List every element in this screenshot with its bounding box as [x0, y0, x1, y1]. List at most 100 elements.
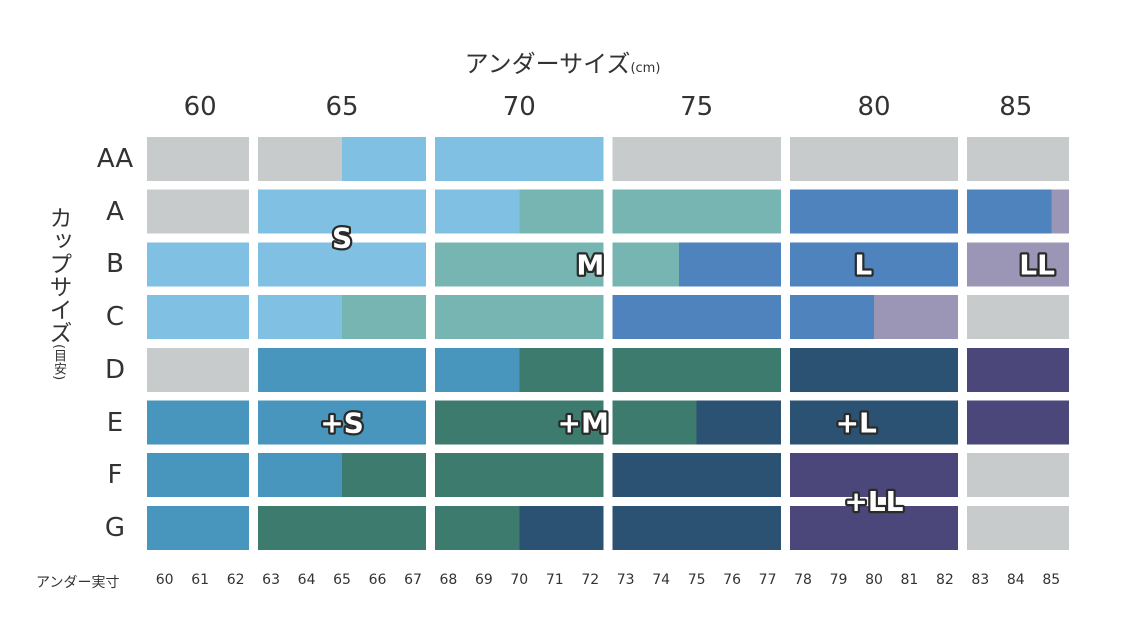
cell-D-2: [435, 347, 520, 392]
cell-E-2: [435, 400, 604, 445]
x-tick-label: 67: [404, 572, 422, 588]
cell-AA-5: [789, 137, 959, 181]
cell-F-2: [342, 453, 427, 498]
x-tick-label: 78: [794, 572, 812, 588]
cup-label: G: [104, 512, 126, 543]
cell-G-6: [967, 505, 1069, 550]
cup-label: D: [104, 354, 126, 385]
x-tick-label: 71: [545, 572, 564, 588]
cell-C-6: [873, 295, 959, 340]
x-tick-label: 77: [758, 572, 777, 588]
x-tick-label: 74: [652, 572, 671, 588]
cell-B-6: [967, 242, 1069, 287]
x-tick-label: 79: [829, 572, 848, 588]
cell-F-5: [789, 453, 959, 498]
size-label-3: LL: [1019, 248, 1055, 281]
cell-C-7: [967, 295, 1069, 340]
cell-G-4: [612, 505, 781, 550]
cup-label: A: [106, 196, 124, 227]
footer-label: アンダー実寸: [36, 575, 120, 591]
x-tick-label: 69: [474, 572, 493, 588]
x-group-label: 80: [857, 92, 891, 122]
cell-A-2: [435, 189, 520, 234]
cell-A-4: [612, 189, 781, 234]
cell-A-0: [147, 189, 249, 234]
cell-AA-1: [257, 137, 343, 181]
cell-A-7: [1051, 189, 1069, 234]
cell-B-0: [147, 242, 249, 287]
cell-A-1: [257, 189, 427, 234]
cell-AA-0: [147, 137, 249, 181]
cell-E-5: [789, 400, 959, 445]
size-label-1: M: [576, 248, 604, 281]
x-tick-label: 80: [865, 572, 883, 588]
x-group-label: 70: [502, 92, 536, 122]
cell-B-3: [612, 242, 679, 287]
chart-title-unit: (cm): [630, 61, 661, 76]
cell-C-2: [342, 295, 427, 340]
cell-C-5: [789, 295, 874, 340]
cell-D-1: [257, 347, 427, 392]
cell-D-3: [519, 347, 604, 392]
x-tick-label: 82: [935, 572, 954, 588]
cell-G-2: [435, 505, 520, 550]
cell-A-3: [519, 189, 604, 234]
cell-C-3: [435, 295, 604, 340]
size-label-7: +LL: [844, 485, 903, 518]
cell-D-6: [967, 347, 1069, 392]
cup-label: AA: [96, 144, 134, 174]
x-tick-label: 61: [191, 572, 210, 588]
cell-B-2: [435, 242, 604, 287]
cell-F-0: [147, 453, 249, 498]
x-tick-label: 70: [510, 572, 529, 588]
cell-F-3: [435, 453, 604, 498]
x-tick-label: 60: [155, 572, 174, 588]
cell-F-6: [967, 453, 1069, 498]
x-tick-label: 62: [226, 572, 245, 588]
cell-G-5: [789, 505, 959, 550]
size-label-6: +L: [836, 407, 877, 440]
cup-label: C: [105, 302, 125, 333]
cell-C-0: [147, 295, 249, 340]
x-tick-label: 63: [262, 572, 280, 588]
size-label-5: +M: [558, 407, 609, 440]
x-tick-label: 76: [723, 572, 741, 588]
y-axis-title: カップサイズ(目安): [40, 206, 76, 406]
cell-C-4: [612, 295, 781, 340]
x-tick-label: 73: [616, 572, 635, 588]
cell-A-5: [789, 189, 959, 234]
x-tick-label: 72: [581, 572, 600, 588]
y-axis-title-text: カップサイズ: [45, 206, 71, 344]
chart-title-text: アンダーサイズ: [464, 50, 631, 78]
x-tick-label: 68: [439, 572, 458, 588]
x-tick-label: 66: [368, 572, 387, 588]
cell-AA-3: [435, 137, 604, 181]
cell-F-1: [257, 453, 343, 498]
cell-G-0: [147, 505, 249, 550]
cell-D-4: [612, 347, 781, 392]
x-group-label: 60: [183, 92, 217, 122]
cup-label: F: [107, 460, 123, 491]
cell-AA-4: [612, 137, 781, 181]
cell-E-6: [967, 400, 1069, 445]
x-group-label: 85: [999, 92, 1033, 122]
cell-E-1: [257, 400, 427, 445]
x-tick-label: 65: [333, 572, 351, 588]
size-label-0: S: [332, 222, 352, 255]
cell-C-1: [257, 295, 343, 340]
x-tick-label: 81: [900, 572, 919, 588]
x-group-label: 75: [680, 92, 714, 122]
size-label-4: +S: [320, 407, 364, 440]
x-group-label: 65: [325, 92, 359, 122]
cell-A-6: [967, 189, 1052, 234]
cup-label: E: [106, 407, 124, 438]
chart-title: アンダーサイズ(cm): [0, 44, 1125, 79]
cell-B-1: [257, 242, 427, 287]
y-axis-title-note: (目安): [51, 344, 66, 381]
cell-E-0: [147, 400, 249, 445]
size-label-2: L: [854, 248, 872, 281]
x-tick-label: 64: [297, 572, 316, 588]
cell-D-5: [789, 347, 959, 392]
x-tick-label: 85: [1042, 572, 1061, 588]
